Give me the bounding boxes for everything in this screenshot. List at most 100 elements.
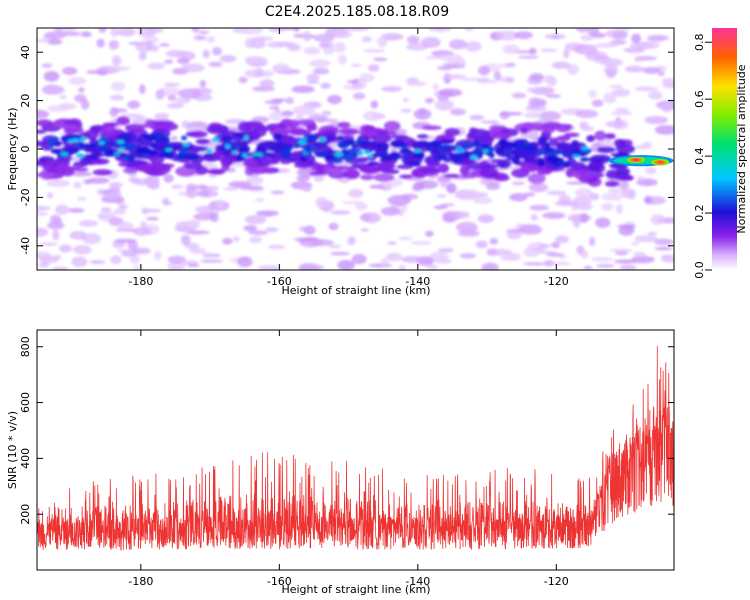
spectrogram-cell: [371, 133, 392, 143]
spectrogram-cell: [113, 208, 127, 215]
spectrogram-cell: [39, 156, 55, 163]
spectrogram-cell: [368, 263, 393, 268]
spectrogram-cell: [52, 229, 60, 241]
spectrogram-cell: [609, 84, 624, 89]
spectrogram-cell: [590, 256, 614, 262]
colorbar-gradient: [712, 28, 737, 270]
spectrogram-cell: [273, 133, 283, 141]
spectrogram-cell: [634, 235, 659, 243]
spectrogram-cell: [511, 92, 527, 99]
spectrogram-cell: [543, 260, 555, 267]
spectrogram-cell: [222, 237, 233, 245]
spectrogram-cell: [449, 211, 470, 219]
spectrogram-cell: [530, 213, 538, 221]
spectrogram-cell: [84, 155, 100, 161]
spectrogram-cell: [529, 204, 550, 211]
spectrogram-cell: [138, 51, 147, 61]
spectrogram-cell: [517, 55, 540, 59]
spectrogram-cell: [127, 100, 141, 109]
spectrogram-cell: [37, 39, 51, 43]
spectrogram-cell: [337, 54, 347, 65]
spectrogram-y-label: Frequency (Hz): [6, 108, 19, 191]
spectrogram-cell: [611, 119, 629, 130]
spectrogram-cell: [436, 194, 447, 198]
spectrogram-cell: [139, 84, 146, 95]
spectrogram-cell: [110, 255, 122, 265]
spectrogram-cell: [473, 197, 493, 204]
spectrogram-cell: [444, 127, 461, 137]
spectrogram-cell: [193, 212, 215, 221]
spectrogram-cell: [543, 142, 551, 151]
spectrogram-cell: [72, 245, 92, 255]
spectrogram-cell: [589, 193, 600, 201]
spectrogram-cell: [158, 163, 175, 168]
spectrogram-cell: [596, 146, 616, 154]
spectrogram-cell: [86, 143, 97, 149]
peak-core: [632, 158, 640, 162]
spectrogram-cell: [654, 246, 673, 251]
spectrogram-cell: [410, 241, 432, 245]
spectrogram-cell: [154, 112, 170, 120]
snr-panel: -180 -160 -140 -120 200 400 600 800 Height of …: [6, 329, 675, 596]
spectrogram-cell: [380, 33, 404, 41]
spectrogram-cell: [136, 164, 151, 172]
spectrogram-cell: [545, 94, 561, 98]
spectrogram-cell: [634, 55, 644, 63]
spectrogram-cell: [129, 254, 141, 264]
spectrogram-cell: [541, 212, 566, 219]
spectrogram-cell: [351, 253, 367, 265]
spectrogram-cell: [648, 90, 663, 100]
spectrogram-cell: [450, 108, 467, 116]
spectrogram-cell: [555, 235, 570, 244]
y-tick-label: 0: [19, 146, 32, 153]
spectrogram-cell: [456, 146, 462, 151]
spectrogram-cell: [318, 137, 327, 142]
spectrogram-cell: [73, 181, 82, 189]
spectrogram-cell: [619, 264, 637, 270]
spectrogram-cell: [437, 163, 450, 174]
spectrogram-cell: [520, 127, 529, 134]
spectrogram-cell: [390, 134, 409, 140]
spectrogram-cell: [37, 211, 49, 217]
spectrogram-cell: [107, 66, 131, 72]
spectrogram-cell: [537, 136, 548, 145]
spectrogram-cell: [180, 63, 205, 73]
spectrogram-cell: [443, 73, 467, 80]
spectrogram-cell: [330, 168, 344, 178]
spectrogram-cell: [455, 221, 478, 233]
spectrogram-cell: [75, 153, 85, 158]
spectrogram-cell: [609, 40, 627, 45]
spectrogram-cell: [363, 110, 381, 122]
spectrogram-cell: [582, 126, 595, 132]
spectrogram-cell: [401, 255, 424, 263]
spectrogram-cell: [446, 182, 457, 194]
spectrogram-cell: [66, 118, 82, 127]
spectrogram-cell: [549, 261, 572, 266]
spectrogram-cell: [89, 260, 106, 264]
colorbar-tick-label: 0.6: [693, 90, 706, 108]
spectrogram-cell: [260, 162, 271, 168]
spectrogram-cell: [302, 31, 312, 42]
spectrogram-cell: [528, 97, 541, 109]
spectrogram-cell: [604, 180, 620, 187]
spectrogram-cell: [257, 265, 281, 270]
spectrogram-cell: [107, 187, 121, 193]
spectrogram-cell: [304, 133, 318, 143]
spectrogram-cell: [96, 70, 108, 76]
spectrogram-cell: [433, 155, 449, 161]
snr-frame: [36, 329, 675, 571]
spectrogram-cell: [303, 46, 321, 55]
spectrogram-cell: [176, 57, 190, 65]
spectrogram-cell: [231, 150, 238, 154]
spectrogram-cell: [556, 135, 571, 142]
spectrogram-cell: [183, 153, 200, 161]
spectrogram-cell: [109, 94, 125, 101]
spectrogram-cell: [523, 192, 536, 197]
spectrogram-cell: [383, 120, 401, 132]
spectrogram-cell: [492, 131, 509, 140]
x-tick-label: -140: [405, 575, 430, 588]
colorbar-tick-label: 0.8: [693, 33, 706, 51]
spectrogram-cell: [267, 41, 285, 49]
spectrogram-cell: [254, 198, 265, 203]
spectrogram-cell: [100, 144, 109, 153]
